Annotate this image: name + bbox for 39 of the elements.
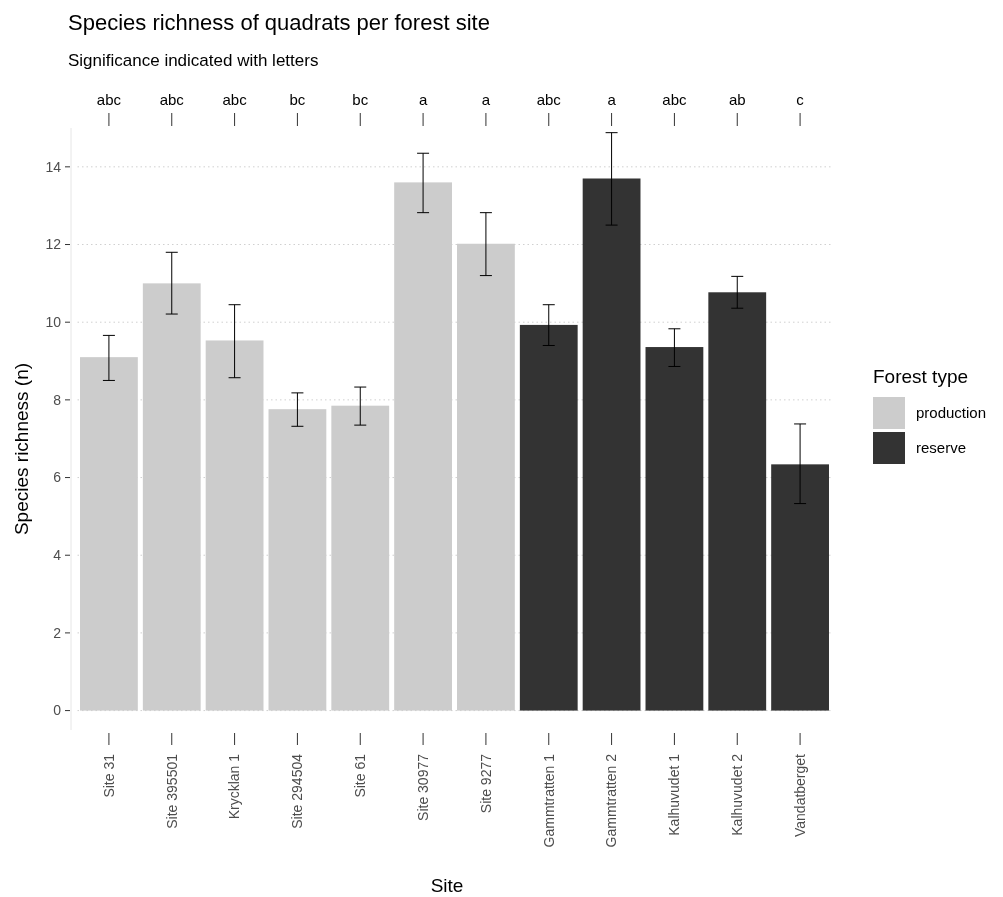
legend-label: production <box>916 404 987 422</box>
y-tick-label: 10 <box>45 314 62 331</box>
x-tick-label: Site 31 <box>100 753 117 798</box>
chart-title: Species richness of quadrats per forest site <box>68 10 490 35</box>
annotation: c <box>796 91 805 108</box>
annotation: abc <box>96 91 122 108</box>
legend-title: Forest type <box>873 366 969 387</box>
y-tick-label: 4 <box>53 547 62 564</box>
x-tick-label: Site 395501 <box>163 753 180 829</box>
annotation: abc <box>662 91 688 108</box>
annotation: a <box>481 91 491 108</box>
x-tick-label: Site 294504 <box>289 753 306 829</box>
annotation: abc <box>222 91 248 108</box>
x-tick-label: Site 30977 <box>414 753 431 821</box>
x-tick-label: Krycklan 1 <box>226 753 243 820</box>
x-tick-label: Site 61 <box>352 753 369 798</box>
x-tick-label: Vandatberget <box>791 753 808 838</box>
annotation: abc <box>536 91 562 108</box>
y-axis-title: Species richness (n) <box>11 362 32 536</box>
x-tick-label: Gammtratten 1 <box>540 753 557 848</box>
y-tick-label: 6 <box>53 469 62 486</box>
y-tick-label: 12 <box>45 236 62 253</box>
x-tick-label: Kalhuvudet 2 <box>729 753 746 836</box>
y-tick-label: 0 <box>53 702 62 719</box>
y-tick-label: 14 <box>45 158 62 175</box>
y-tick-label: 8 <box>53 391 62 408</box>
annotation: abc <box>159 91 185 108</box>
legend-label: reserve <box>916 439 967 457</box>
y-tick-label: 2 <box>53 624 62 641</box>
annotation: bc <box>289 91 306 108</box>
annotation: a <box>418 91 428 108</box>
x-tick-label: Gammtratten 2 <box>603 753 620 848</box>
annotation: a <box>607 91 617 108</box>
x-axis-title: Site <box>430 875 464 896</box>
x-tick-label: Site 9277 <box>477 753 494 814</box>
x-tick-label: Kalhuvudet 1 <box>666 753 683 836</box>
annotation: ab <box>728 91 746 108</box>
chart-subtitle: Significance indicated with letters <box>68 51 319 70</box>
annotation: bc <box>352 91 369 108</box>
